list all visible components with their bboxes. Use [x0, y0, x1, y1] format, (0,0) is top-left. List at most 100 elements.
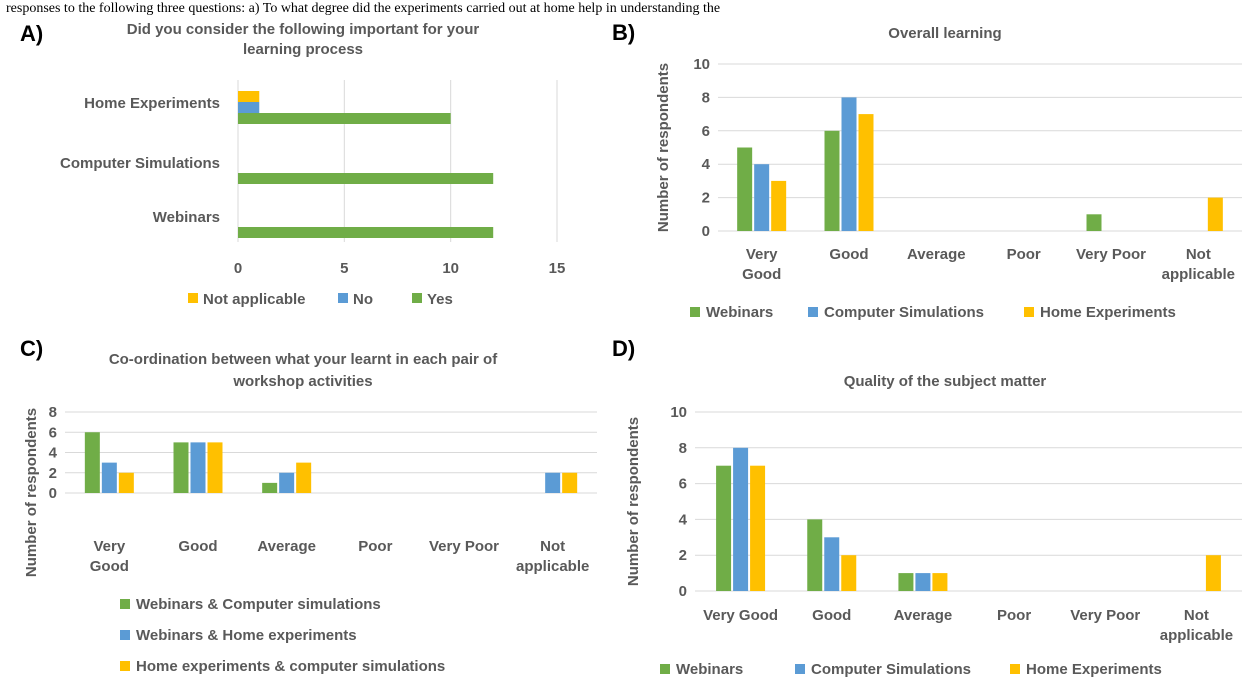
x-category-label: Poor [997, 607, 1031, 624]
legend-label: Computer Simulations [824, 304, 984, 321]
y-tick-label: 10 [670, 404, 687, 421]
legend-label: Webinars & Computer simulations [136, 596, 381, 613]
x-category-label: Average [907, 246, 966, 263]
bar [1205, 555, 1221, 591]
legend-swatch [120, 630, 130, 640]
bar [562, 472, 578, 493]
panel-a-chart: A) Did you consider the following importa… [20, 21, 565, 308]
x-category-label: Good [812, 607, 851, 624]
chart-title-line: Did you consider the following important… [127, 21, 480, 38]
bar [737, 147, 753, 231]
y-tick-label: 0 [679, 583, 687, 600]
chart-title-line: Quality of the subject matter [844, 373, 1047, 390]
bar [1086, 214, 1102, 231]
bar [262, 482, 278, 493]
x-category-label: applicable [1160, 627, 1233, 644]
chart-title-line: Overall learning [888, 25, 1001, 42]
bar [915, 573, 931, 591]
y-tick-label: 0 [49, 485, 57, 502]
legend-swatch [660, 664, 670, 674]
x-category-label: Good [178, 538, 217, 555]
legend-swatch [690, 307, 700, 317]
y-axis-title: Number of respondents [625, 417, 642, 586]
legend-label: Yes [427, 291, 453, 308]
bar [101, 462, 117, 493]
bar [279, 472, 295, 493]
panel-label: C) [20, 336, 43, 361]
bar [807, 519, 823, 591]
y-axis-title: Number of respondents [23, 408, 40, 577]
top-caption: responses to the following three questio… [6, 1, 720, 16]
bar [545, 472, 561, 493]
legend-label: Home Experiments [1026, 661, 1162, 678]
x-category-label: Not [540, 538, 565, 555]
bar [238, 227, 494, 238]
bar [238, 91, 260, 102]
panel-d-chart: D) Quality of the subject matter 0 2 4 6 8 10 Nu… [612, 336, 1242, 678]
bar [207, 442, 223, 493]
legend-swatch [120, 661, 130, 671]
x-category-label: Very Good [703, 607, 778, 624]
y-tick-label: 0 [702, 223, 710, 240]
y-category-label: Home Experiments [84, 95, 220, 112]
x-category-label: Poor [358, 538, 392, 555]
legend-label: Home experiments & computer simulations [136, 658, 445, 675]
bar [1207, 197, 1223, 231]
legend-label: Webinars [676, 661, 743, 678]
panel-label-a: A) [20, 21, 43, 46]
x-category-label: Very [746, 246, 778, 263]
y-tick-label: 6 [679, 476, 687, 493]
legend-label: Not applicable [203, 291, 306, 308]
x-category-label: Good [742, 266, 781, 283]
y-tick-label: 2 [49, 465, 57, 482]
chart-title-line: Co-ordination between what your learnt i… [109, 351, 498, 368]
bar [238, 102, 260, 113]
x-tick-label: 15 [549, 260, 566, 277]
x-category-label: Very Poor [429, 538, 499, 555]
legend-swatch [795, 664, 805, 674]
y-tick-label: 4 [702, 156, 711, 173]
x-category-label: Average [257, 538, 316, 555]
legend-swatch [338, 293, 348, 303]
y-tick-label: 8 [702, 89, 710, 106]
bar [932, 573, 948, 591]
panel-label: B) [612, 20, 635, 45]
x-category-label: Very [93, 538, 125, 555]
legend-label: Webinars [706, 304, 773, 321]
bar [898, 573, 914, 591]
y-category-label: Webinars [153, 209, 220, 226]
bar [858, 114, 874, 231]
legend-swatch [188, 293, 198, 303]
x-tick-label: 5 [340, 260, 348, 277]
bar [733, 447, 749, 591]
bar [824, 130, 840, 231]
y-tick-label: 2 [679, 547, 687, 564]
x-category-label: applicable [1162, 266, 1235, 283]
bar [238, 113, 451, 124]
x-category-label: Good [829, 246, 868, 263]
bar [771, 180, 787, 231]
bar [84, 432, 100, 493]
bar [716, 465, 732, 591]
x-category-label: Not [1184, 607, 1209, 624]
y-tick-label: 6 [49, 424, 57, 441]
x-tick-label: 0 [234, 260, 242, 277]
legend-label: Computer Simulations [811, 661, 971, 678]
y-tick-label: 8 [49, 404, 57, 421]
bar [238, 173, 494, 184]
x-category-label: Not [1186, 246, 1211, 263]
y-tick-label: 4 [679, 511, 688, 528]
x-category-label: applicable [516, 558, 589, 575]
x-tick-label: 10 [442, 260, 459, 277]
legend-swatch [808, 307, 818, 317]
bar [750, 465, 766, 591]
bar [173, 442, 189, 493]
y-tick-label: 4 [49, 445, 58, 462]
x-category-label: Poor [1007, 246, 1041, 263]
x-category-label: Good [90, 558, 129, 575]
legend-label: No [353, 291, 373, 308]
bar [841, 97, 857, 232]
legend-swatch [1024, 307, 1034, 317]
y-axis-title: Number of respondents [655, 63, 672, 232]
